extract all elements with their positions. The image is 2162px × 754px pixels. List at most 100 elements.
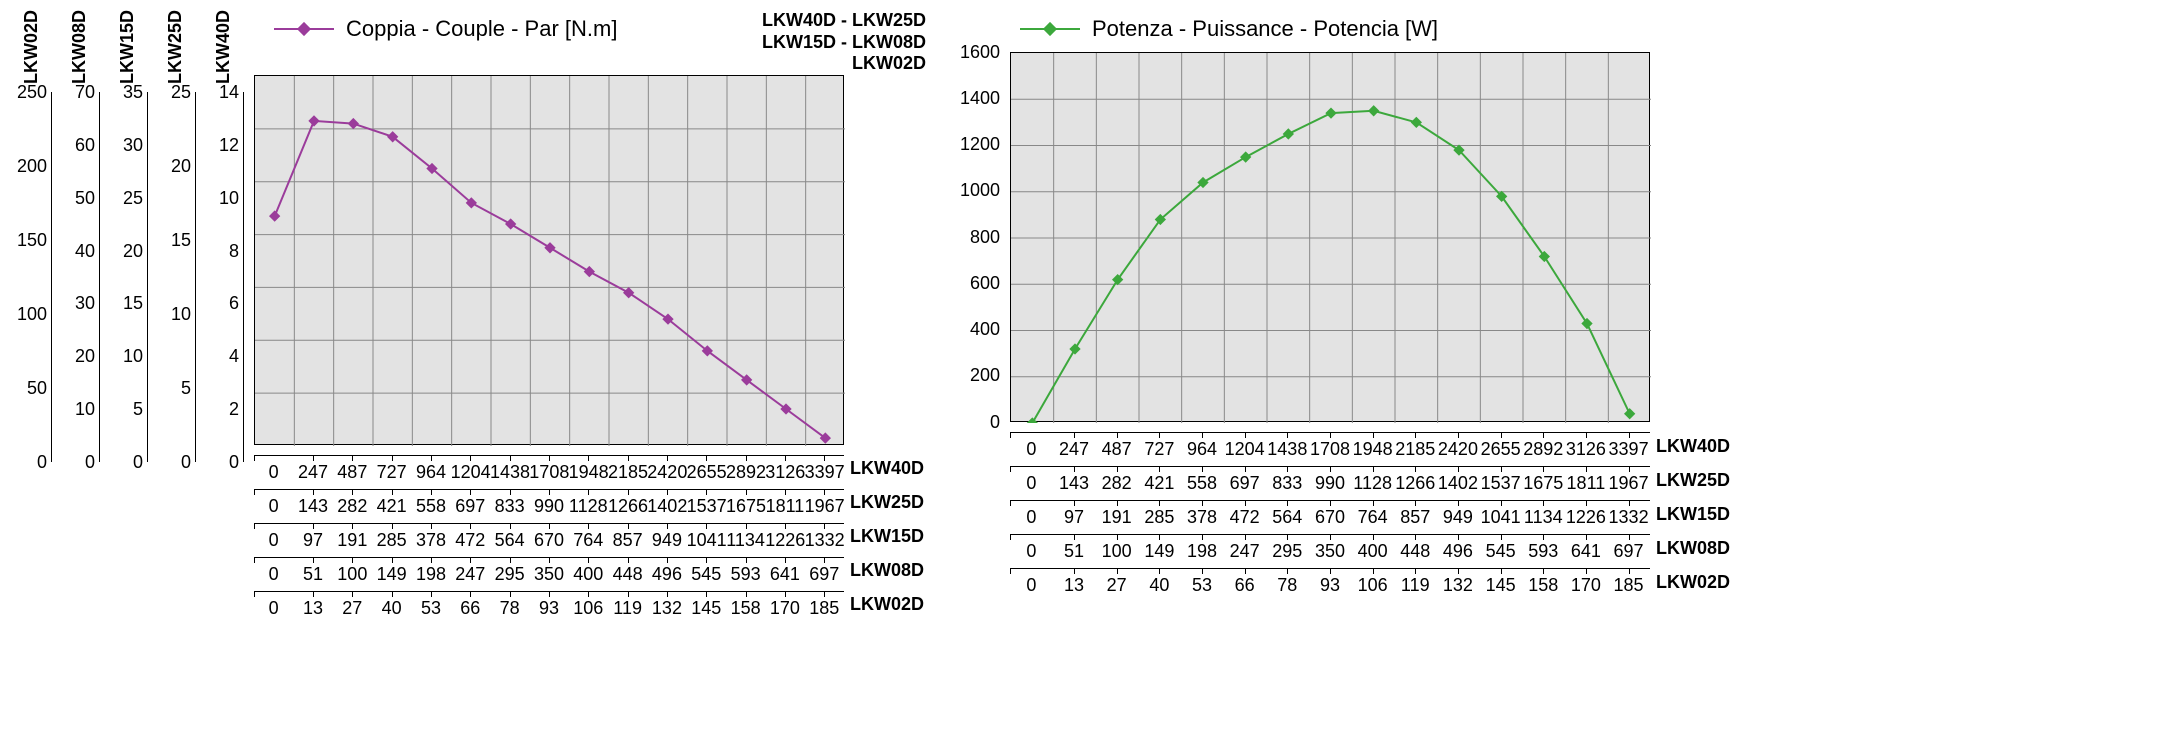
x-tick: 545 <box>1479 535 1522 562</box>
x-tick: 143 <box>1053 467 1096 494</box>
model-label: LKW40D - LKW25D <box>762 10 926 32</box>
x-tick: 247 <box>293 456 332 483</box>
x-tick: 990 <box>529 490 568 517</box>
x-tick: 448 <box>1394 535 1437 562</box>
x-tick: 0 <box>1010 535 1053 562</box>
x-tick: 3126 <box>765 456 804 483</box>
x-tick: 0 <box>1010 501 1053 528</box>
x-tick: 247 <box>1223 535 1266 562</box>
x-tick: 697 <box>451 490 490 517</box>
x-tick: 119 <box>608 592 647 619</box>
x-axis-label: LKW02D <box>850 594 930 615</box>
x-tick: 670 <box>529 524 568 551</box>
x-tick: 158 <box>1522 569 1565 596</box>
x-tick: 295 <box>1266 535 1309 562</box>
x-tick: 1948 <box>569 456 608 483</box>
power-panel: Potenza - Puissance - Potencia [W] 16001… <box>960 10 1736 619</box>
x-tick: 97 <box>1053 501 1096 528</box>
x-tick: 990 <box>1309 467 1352 494</box>
x-tick: 833 <box>1266 467 1309 494</box>
x-tick: 185 <box>805 592 844 619</box>
x-tick: 106 <box>1351 569 1394 596</box>
x-tick: 496 <box>1437 535 1480 562</box>
torque-x-axes: 0247487727964120414381708194821852420265… <box>254 455 930 619</box>
x-tick: 1041 <box>687 524 726 551</box>
x-tick: 764 <box>1351 501 1394 528</box>
x-tick: 641 <box>765 558 804 585</box>
x-tick: 106 <box>569 592 608 619</box>
x-tick: 670 <box>1309 501 1352 528</box>
x-tick: 1438 <box>490 456 529 483</box>
torque-y-axes: LKW02D250200150100500LKW08D7060504030201… <box>10 10 244 462</box>
x-tick: 2420 <box>1437 433 1480 460</box>
x-tick: 0 <box>254 558 293 585</box>
x-tick: 697 <box>1607 535 1650 562</box>
model-label: LKW15D - LKW08D <box>762 32 926 54</box>
x-tick: 1226 <box>765 524 804 551</box>
x-tick: 1128 <box>1351 467 1394 494</box>
x-tick: 100 <box>1095 535 1138 562</box>
x-tick: 2892 <box>1522 433 1565 460</box>
x-tick: 170 <box>1565 569 1608 596</box>
x-tick: 3397 <box>805 456 844 483</box>
power-plot <box>1010 52 1650 422</box>
x-tick: 51 <box>293 558 332 585</box>
x-tick: 2892 <box>726 456 765 483</box>
x-tick: 833 <box>490 490 529 517</box>
x-tick: 1041 <box>1479 501 1522 528</box>
x-tick: 378 <box>1181 501 1224 528</box>
x-tick: 51 <box>1053 535 1096 562</box>
x-tick: 487 <box>333 456 372 483</box>
torque-legend: Coppia - Couple - Par [N.m] <box>274 16 617 42</box>
x-tick: 1967 <box>1607 467 1650 494</box>
x-axis-label: LKW15D <box>1656 504 1736 525</box>
x-tick: 1402 <box>1437 467 1480 494</box>
x-axis-label: LKW40D <box>1656 436 1736 457</box>
x-tick: 421 <box>1138 467 1181 494</box>
x-tick: 949 <box>1437 501 1480 528</box>
x-axis-label: LKW15D <box>850 526 930 547</box>
x-tick: 558 <box>411 490 450 517</box>
x-tick: 1226 <box>1565 501 1608 528</box>
x-tick: 53 <box>1181 569 1224 596</box>
x-tick: 1134 <box>726 524 765 551</box>
x-tick: 66 <box>451 592 490 619</box>
y-axis-label: LKW25D <box>165 10 186 84</box>
x-axis-label: LKW40D <box>850 458 930 479</box>
x-tick: 1675 <box>1522 467 1565 494</box>
x-tick: 285 <box>1138 501 1181 528</box>
x-tick: 1537 <box>687 490 726 517</box>
x-tick: 1204 <box>451 456 490 483</box>
x-tick: 191 <box>1095 501 1138 528</box>
x-tick: 27 <box>333 592 372 619</box>
x-tick: 1967 <box>805 490 844 517</box>
x-tick: 198 <box>1181 535 1224 562</box>
x-tick: 2655 <box>1479 433 1522 460</box>
x-tick: 1332 <box>1607 501 1650 528</box>
x-tick: 40 <box>1138 569 1181 596</box>
x-tick: 100 <box>333 558 372 585</box>
x-tick: 191 <box>333 524 372 551</box>
x-tick: 185 <box>1607 569 1650 596</box>
x-tick: 66 <box>1223 569 1266 596</box>
x-tick: 564 <box>490 524 529 551</box>
x-tick: 0 <box>254 592 293 619</box>
x-tick: 350 <box>529 558 568 585</box>
torque-plot <box>254 75 844 445</box>
x-tick: 564 <box>1266 501 1309 528</box>
x-tick: 3126 <box>1565 433 1608 460</box>
x-tick: 97 <box>293 524 332 551</box>
x-tick: 0 <box>1010 569 1053 596</box>
y-axis-label: LKW40D <box>213 10 234 84</box>
x-axis-label: LKW25D <box>1656 470 1736 491</box>
model-label: LKW02D <box>762 53 926 75</box>
x-tick: 0 <box>254 490 293 517</box>
y-axis-label: LKW08D <box>69 10 90 84</box>
x-tick: 857 <box>1394 501 1437 528</box>
x-tick: 132 <box>647 592 686 619</box>
x-tick: 496 <box>647 558 686 585</box>
x-tick: 145 <box>1479 569 1522 596</box>
x-tick: 13 <box>293 592 332 619</box>
power-legend-label: Potenza - Puissance - Potencia [W] <box>1092 16 1438 42</box>
x-tick: 93 <box>1309 569 1352 596</box>
